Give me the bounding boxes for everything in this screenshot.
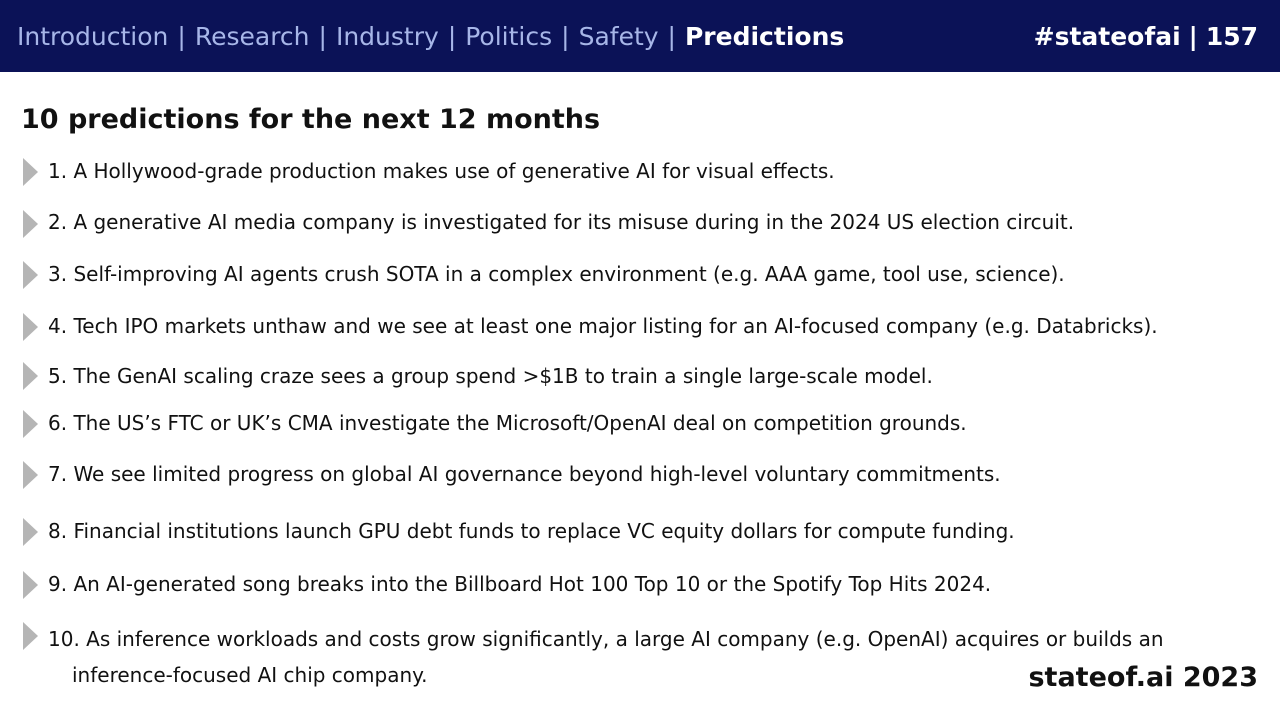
bullet-arrow-icon xyxy=(23,518,38,546)
section-nav: Introduction | Research | Industry | Pol… xyxy=(17,0,844,72)
nav-separator: | xyxy=(447,21,457,51)
prediction-text: 1. A Hollywood-grade production makes us… xyxy=(48,159,835,183)
prediction-text: 6. The US’s FTC or UK’s CMA investigate … xyxy=(48,411,967,435)
prediction-text: 9. An AI-generated song breaks into the … xyxy=(48,572,992,596)
prediction-text: 5. The GenAI scaling craze sees a group … xyxy=(48,364,933,388)
bullet-arrow-icon xyxy=(23,313,38,341)
nav-industry[interactable]: Industry xyxy=(335,21,439,51)
bullet-arrow-icon xyxy=(23,571,38,599)
prediction-text: 3. Self-improving AI agents crush SOTA i… xyxy=(48,262,1065,286)
nav-separator: | xyxy=(667,21,676,51)
prediction-text: 7. We see limited progress on global AI … xyxy=(48,462,1001,486)
page-number: 157 xyxy=(1205,21,1258,51)
bullet-arrow-icon xyxy=(23,410,38,438)
nav-politics[interactable]: Politics xyxy=(465,21,553,51)
hashtag: #stateofai xyxy=(1033,21,1181,51)
footer-brand: stateof.ai 2023 xyxy=(1028,662,1258,693)
bullet-arrow-icon xyxy=(23,461,38,489)
nav-research[interactable]: Research xyxy=(194,21,310,51)
prediction-text-continuation: inference-focused AI chip company. xyxy=(72,663,428,687)
nav-separator: | xyxy=(561,21,570,51)
prediction-text: 2. A generative AI media company is inve… xyxy=(48,210,1075,234)
prediction-text-line: 10. As inference workloads and costs gro… xyxy=(48,627,1164,651)
header-bar: Introduction | Research | Industry | Pol… xyxy=(0,0,1280,72)
prediction-text: 10. As inference workloads and costs gro… xyxy=(48,621,1164,693)
bullet-arrow-icon xyxy=(23,261,38,289)
nav-separator: | xyxy=(177,21,186,51)
nav-safety[interactable]: Safety xyxy=(578,21,659,51)
tag-separator: | xyxy=(1188,21,1198,51)
nav-predictions[interactable]: Predictions xyxy=(684,21,845,51)
prediction-text: 4. Tech IPO markets unthaw and we see at… xyxy=(48,314,1158,338)
nav-separator: | xyxy=(318,21,327,51)
bullet-arrow-icon xyxy=(23,362,38,390)
hashtag-page-number: #stateofai | 157 xyxy=(1034,0,1258,72)
bullet-arrow-icon xyxy=(23,158,38,186)
bullet-arrow-icon xyxy=(23,622,38,650)
bullet-arrow-icon xyxy=(23,210,38,238)
page-title: 10 predictions for the next 12 months xyxy=(21,104,601,135)
prediction-text: 8. Financial institutions launch GPU deb… xyxy=(48,519,1015,543)
nav-introduction[interactable]: Introduction xyxy=(17,21,169,51)
